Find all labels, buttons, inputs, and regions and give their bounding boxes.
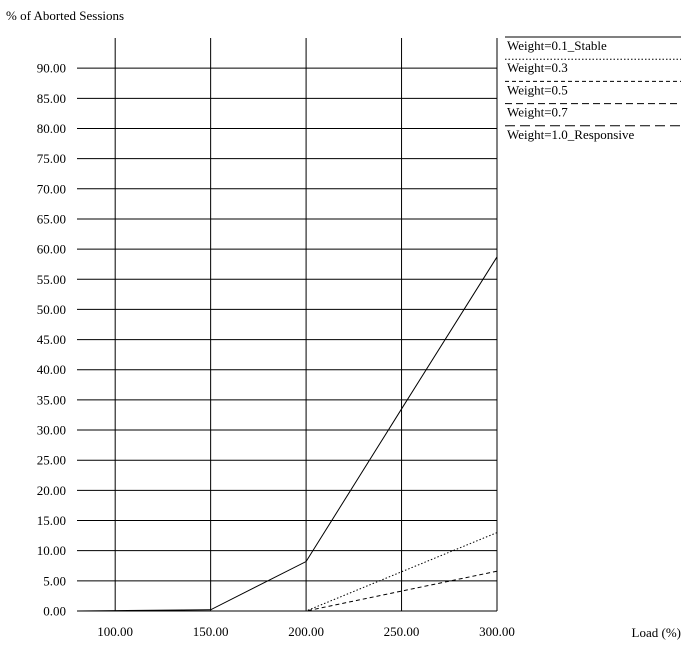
y-tick-label: 55.00: [37, 272, 66, 287]
y-tick-label: 45.00: [37, 332, 66, 347]
series-line-2: [77, 532, 498, 612]
tick-labels: 0.00 5.00 10.00 15.00 20.00 25.00 30.00 35.00 40…: [37, 61, 515, 639]
legend-label-4: Weight=0.7: [507, 105, 568, 120]
y-tick-label: 15.00: [37, 513, 66, 528]
y-tick-label: 85.00: [37, 91, 66, 106]
x-tick-label: 100.00: [97, 624, 133, 639]
legend-label-5: Weight=1.0_Responsive: [507, 127, 634, 142]
x-tick-label: 300.00: [479, 624, 515, 639]
series-line-3: [77, 570, 498, 612]
legend-label-1: Weight=0.1_Stable: [507, 38, 607, 53]
y-axis-title: % of Aborted Sessions: [6, 8, 124, 23]
y-tick-label: 40.00: [37, 362, 66, 377]
grid: [77, 38, 498, 612]
y-tick-label: 5.00: [43, 573, 66, 588]
x-tick-label: 250.00: [384, 624, 420, 639]
y-tick-label: 0.00: [43, 604, 66, 619]
y-tick-label: 50.00: [37, 302, 66, 317]
x-tick-label: 150.00: [193, 624, 229, 639]
y-tick-label: 70.00: [37, 181, 66, 196]
y-tick-label: 65.00: [37, 211, 66, 226]
legend-label-3: Weight=0.5: [507, 82, 568, 97]
series-line-1: [76, 256, 498, 612]
y-tick-label: 25.00: [37, 453, 66, 468]
y-tick-label: 20.00: [37, 483, 66, 498]
series-lines: [76, 256, 498, 612]
y-tick-label: 35.00: [37, 392, 66, 407]
y-tick-label: 30.00: [37, 423, 66, 438]
x-axis-title: Load (%): [632, 625, 681, 640]
legend-label-2: Weight=0.3: [507, 60, 568, 75]
y-tick-label: 90.00: [37, 61, 66, 76]
y-tick-label: 80.00: [37, 121, 66, 136]
x-tick-label: 200.00: [288, 624, 324, 639]
y-tick-label: 10.00: [37, 543, 66, 558]
y-tick-label: 60.00: [37, 242, 66, 257]
legend: Weight=0.1_Stable Weight=0.3 Weight=0.5 Wei…: [505, 36, 681, 142]
y-tick-label: 75.00: [37, 151, 66, 166]
